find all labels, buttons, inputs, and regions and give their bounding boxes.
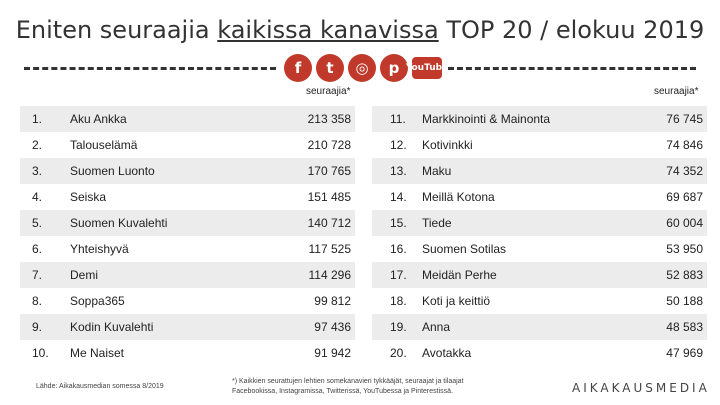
rank-cell: 11.: [390, 112, 406, 126]
value-cell: 91 942: [314, 346, 351, 360]
value-cell: 170 765: [307, 164, 351, 178]
name-cell: Seiska: [70, 190, 107, 204]
name-cell: Meillä Kotona: [422, 190, 495, 204]
value-cell: 114 296: [308, 268, 352, 282]
ranking-table-right: 11. Markkinointi & Mainonta 76 745 12. Kotiv…: [372, 106, 707, 366]
name-cell: Maku: [422, 164, 452, 178]
instagram-icon: ◎: [348, 54, 376, 82]
pinterest-icon: p: [380, 54, 408, 82]
table-row: 20. Avotakka 47 969: [372, 340, 707, 366]
title-part-1: Eniten seuraajia: [15, 16, 218, 44]
page-title: Eniten seuraajia kaikissa kanavissa TOP …: [0, 16, 720, 44]
value-cell: 48 583: [666, 320, 703, 334]
ranking-table-left: 1. Aku Ankka 213 358 2. Talouselämä 210 728 3.…: [20, 106, 355, 366]
column-header-left: seuraajia*: [306, 86, 351, 97]
rank-cell: 20.: [390, 346, 407, 360]
twitter-icon: t: [316, 54, 344, 82]
value-cell: 210 728: [307, 138, 351, 152]
value-cell: 50 188: [666, 294, 703, 308]
rank-cell: 12.: [390, 138, 407, 152]
title-underlined: kaikissa kanavissa: [217, 16, 439, 44]
table-row: 6. Yhteishyvä 117 525: [20, 236, 355, 262]
table-row: 15. Tiede 60 004: [372, 210, 707, 236]
value-cell: 117 525: [308, 242, 352, 256]
rank-cell: 5.: [32, 216, 43, 230]
rank-cell: 19.: [390, 320, 407, 334]
rank-cell: 1.: [32, 112, 43, 126]
name-cell: Suomen Kuvalehti: [70, 216, 168, 230]
value-cell: 60 004: [666, 216, 703, 230]
table-row: 13. Maku 74 352: [372, 158, 707, 184]
name-cell: Demi: [70, 268, 99, 282]
name-cell: Aku Ankka: [70, 112, 127, 126]
value-cell: 213 358: [307, 112, 351, 126]
name-cell: Kotivinkki: [422, 138, 473, 152]
rank-cell: 8.: [32, 294, 43, 308]
rank-cell: 10.: [32, 346, 49, 360]
value-cell: 97 436: [314, 320, 351, 334]
rank-cell: 18.: [390, 294, 407, 308]
name-cell: Me Naiset: [70, 346, 125, 360]
name-cell: Kodin Kuvalehti: [70, 320, 154, 334]
rank-cell: 15.: [390, 216, 407, 230]
name-cell: Markkinointi & Mainonta: [422, 112, 551, 126]
social-icons: f t ◎ p YouTube: [284, 54, 448, 82]
table-row: 14. Meillä Kotona 69 687: [372, 184, 707, 210]
value-cell: 52 883: [666, 268, 703, 282]
value-cell: 74 846: [666, 138, 703, 152]
table-row: 8. Soppa365 99 812: [20, 288, 355, 314]
dashed-divider-right: [448, 67, 696, 70]
value-cell: 151 485: [307, 190, 351, 204]
table-row: 3. Suomen Luonto 170 765: [20, 158, 355, 184]
value-cell: 74 352: [666, 164, 703, 178]
table-row: 17. Meidän Perhe 52 883: [372, 262, 707, 288]
name-cell: Tiede: [422, 216, 452, 230]
source-note: Lähde: Aikakausmedian somessa 8/2019: [36, 383, 164, 390]
footnote: *) Kaikkien seurattujen lehtien somekana…: [232, 378, 464, 395]
value-cell: 53 950: [666, 242, 703, 256]
table-row: 11. Markkinointi & Mainonta 76 745: [372, 106, 707, 132]
value-cell: 140 712: [307, 216, 351, 230]
rank-cell: 14.: [390, 190, 407, 204]
table-row: 5. Suomen Kuvalehti 140 712: [20, 210, 355, 236]
youtube-icon: YouTube: [406, 57, 448, 79]
rank-cell: 9.: [32, 320, 43, 334]
table-row: 18. Koti ja keittiö 50 188: [372, 288, 707, 314]
rank-cell: 13.: [390, 164, 407, 178]
value-cell: 99 812: [314, 294, 351, 308]
table-row: 1. Aku Ankka 213 358: [20, 106, 355, 132]
name-cell: Soppa365: [70, 294, 125, 308]
table-row: 19. Anna 48 583: [372, 314, 707, 340]
value-cell: 76 745: [666, 112, 703, 126]
table-row: 2. Talouselämä 210 728: [20, 132, 355, 158]
name-cell: Meidän Perhe: [422, 268, 497, 282]
name-cell: Talouselämä: [70, 138, 138, 152]
rank-cell: 4.: [32, 190, 43, 204]
table-row: 16. Suomen Sotilas 53 950: [372, 236, 707, 262]
name-cell: Anna: [422, 320, 451, 334]
table-row: 4. Seiska 151 485: [20, 184, 355, 210]
rank-cell: 16.: [390, 242, 407, 256]
rank-cell: 6.: [32, 242, 43, 256]
aikakausmedia-logo: AIKAKAUSMEDIA: [572, 381, 710, 395]
table-row: 9. Kodin Kuvalehti 97 436: [20, 314, 355, 340]
facebook-icon: f: [284, 54, 312, 82]
title-part-2: TOP 20 / elokuu 2019: [438, 16, 705, 44]
table-row: 12. Kotivinkki 74 846: [372, 132, 707, 158]
name-cell: Avotakka: [422, 346, 472, 360]
rank-cell: 17.: [390, 268, 407, 282]
rank-cell: 3.: [32, 164, 43, 178]
name-cell: Suomen Luonto: [70, 164, 155, 178]
table-row: 7. Demi 114 296: [20, 262, 355, 288]
column-header-right: seuraajia*: [654, 86, 699, 97]
name-cell: Koti ja keittiö: [422, 294, 491, 308]
value-cell: 69 687: [666, 190, 703, 204]
dashed-divider-left: [24, 67, 276, 70]
rank-cell: 2.: [32, 138, 43, 152]
name-cell: Yhteishyvä: [70, 242, 129, 256]
rank-cell: 7.: [32, 268, 43, 282]
value-cell: 47 969: [666, 346, 703, 360]
name-cell: Suomen Sotilas: [422, 242, 507, 256]
table-row: 10. Me Naiset 91 942: [20, 340, 355, 366]
